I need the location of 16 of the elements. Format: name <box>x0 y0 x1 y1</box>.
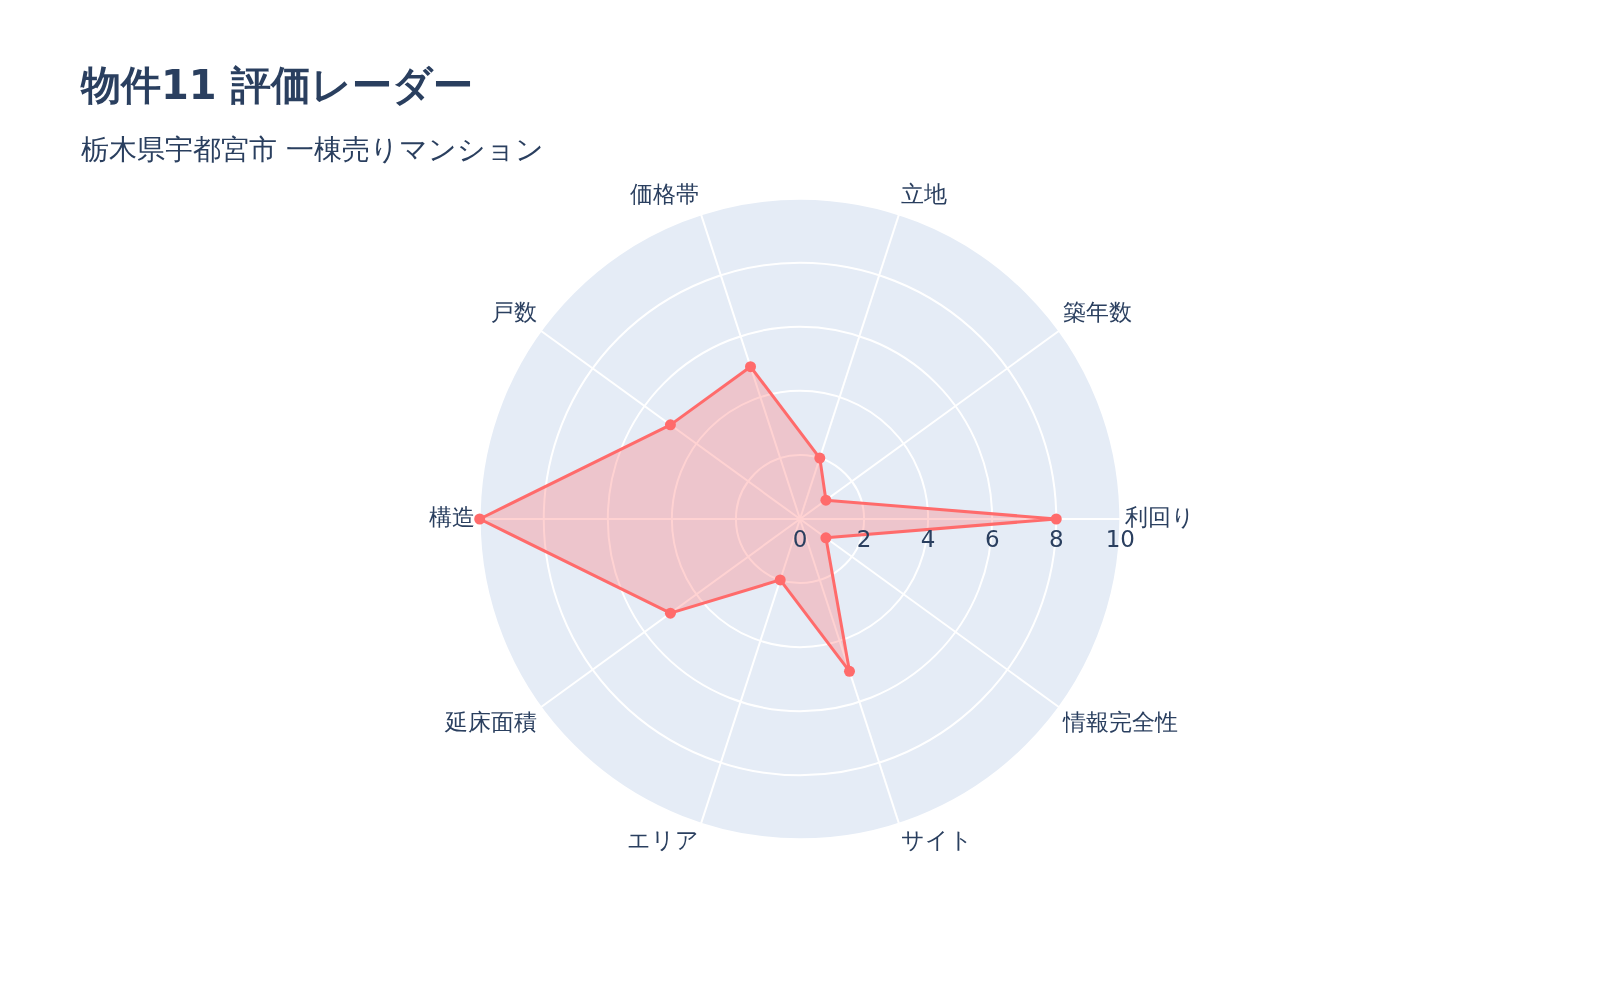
y-tick-label: 8 <box>1048 525 1064 552</box>
spoke-label: 情報完全性 <box>1062 708 1179 735</box>
spoke-label: サイト <box>900 827 973 854</box>
spoke-label: エリア <box>627 827 700 854</box>
chart-subtitle: 栃木県宇都宮市 一棟売りマンション <box>81 133 544 167</box>
y-tick-label: 6 <box>984 525 1000 552</box>
y-tick-label: 4 <box>920 525 936 552</box>
spoke-label: 立地 <box>900 180 947 207</box>
y-tick-label: 0 <box>792 525 808 552</box>
chart-title: 物件11 評価レーダー <box>81 61 473 109</box>
spoke-label: 戸数 <box>490 298 537 325</box>
spoke-label: 構造 <box>428 503 475 530</box>
spoke-label: 築年数 <box>1063 298 1133 325</box>
spoke-label: 価格帯 <box>630 180 700 207</box>
spoke-label: 延床面積 <box>443 708 537 735</box>
spoke-label: 利回り <box>1125 503 1196 530</box>
